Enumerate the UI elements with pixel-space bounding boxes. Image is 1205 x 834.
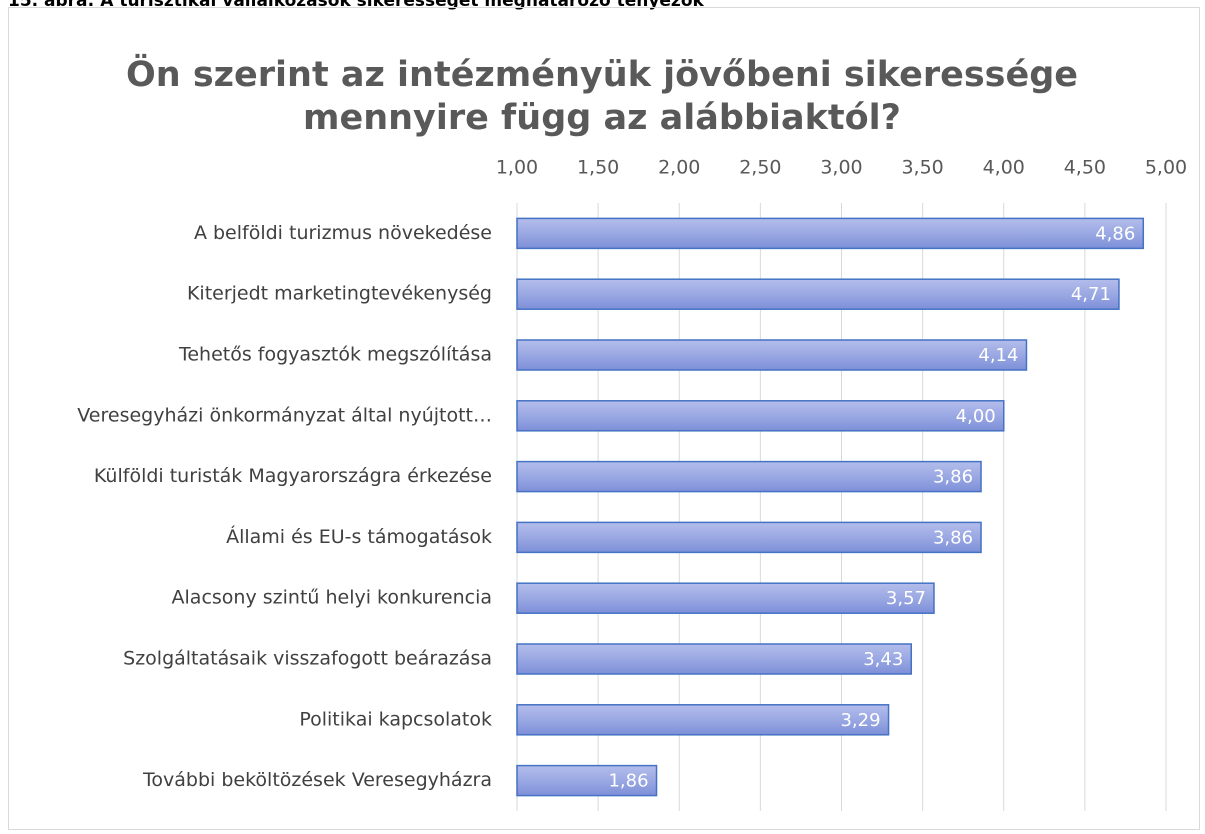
value-label: 3,86 [933,527,973,548]
x-tick-label: 3,00 [820,157,862,179]
value-label: 1,86 [608,771,648,792]
x-tick-label: 3,50 [901,157,943,179]
bar [516,400,1005,432]
x-tick-label: 2,50 [739,157,781,179]
y-tick-label: Szolgáltatásaik visszafogott beárazása [123,648,492,670]
x-tick-label: 2,00 [658,157,700,179]
bar [516,339,1028,371]
bar [516,764,658,797]
value-label: 4,00 [956,406,996,427]
value-label: 4,14 [978,345,1018,366]
x-tick-label: 5,00 [1145,157,1187,179]
x-tick-label: 1,50 [577,157,619,179]
caption: 15. ábra: A turisztikai vállalkozások si… [8,0,705,11]
x-tick-label: 4,50 [1064,157,1106,179]
x-tick-label: 1,00 [496,157,538,179]
y-tick-label: Külföldi turisták Magyarországra érkezés… [94,465,492,487]
value-label: 4,86 [1095,223,1135,244]
value-label: 3,86 [933,467,973,488]
bar [516,460,982,493]
y-tick-label: Állami és EU-s támogatások [226,525,492,548]
y-tick-label: Tehetős fogyasztók megszólítása [178,344,492,366]
chart-border [8,7,1200,830]
bar [516,704,890,736]
y-tick-label: Alacsony szintű helyi konkurencia [172,587,492,609]
bar [516,582,935,614]
value-label: 3,29 [840,710,880,731]
y-tick-label: További beköltözések Veresegyházra [142,769,492,791]
x-tick-label: 4,00 [983,157,1025,179]
bar [516,643,913,675]
bar [516,217,1145,250]
value-label: 4,71 [1071,284,1111,305]
bar [516,521,982,554]
chart-title: mennyire függ az alábbiaktól? [303,98,901,138]
y-tick-label: A belföldi turizmus növekedése [194,222,492,244]
bar [516,278,1120,310]
value-label: 3,43 [863,649,903,670]
y-tick-label: Politikai kapcsolatok [299,708,492,730]
y-tick-label: Kiterjedt marketingtevékenység [187,283,492,305]
value-label: 3,57 [886,588,926,609]
chart-title: Ön szerint az intézményük jövőbeni siker… [126,53,1078,95]
y-tick-label: Veresegyházi önkormányzat által nyújtott… [77,404,492,426]
